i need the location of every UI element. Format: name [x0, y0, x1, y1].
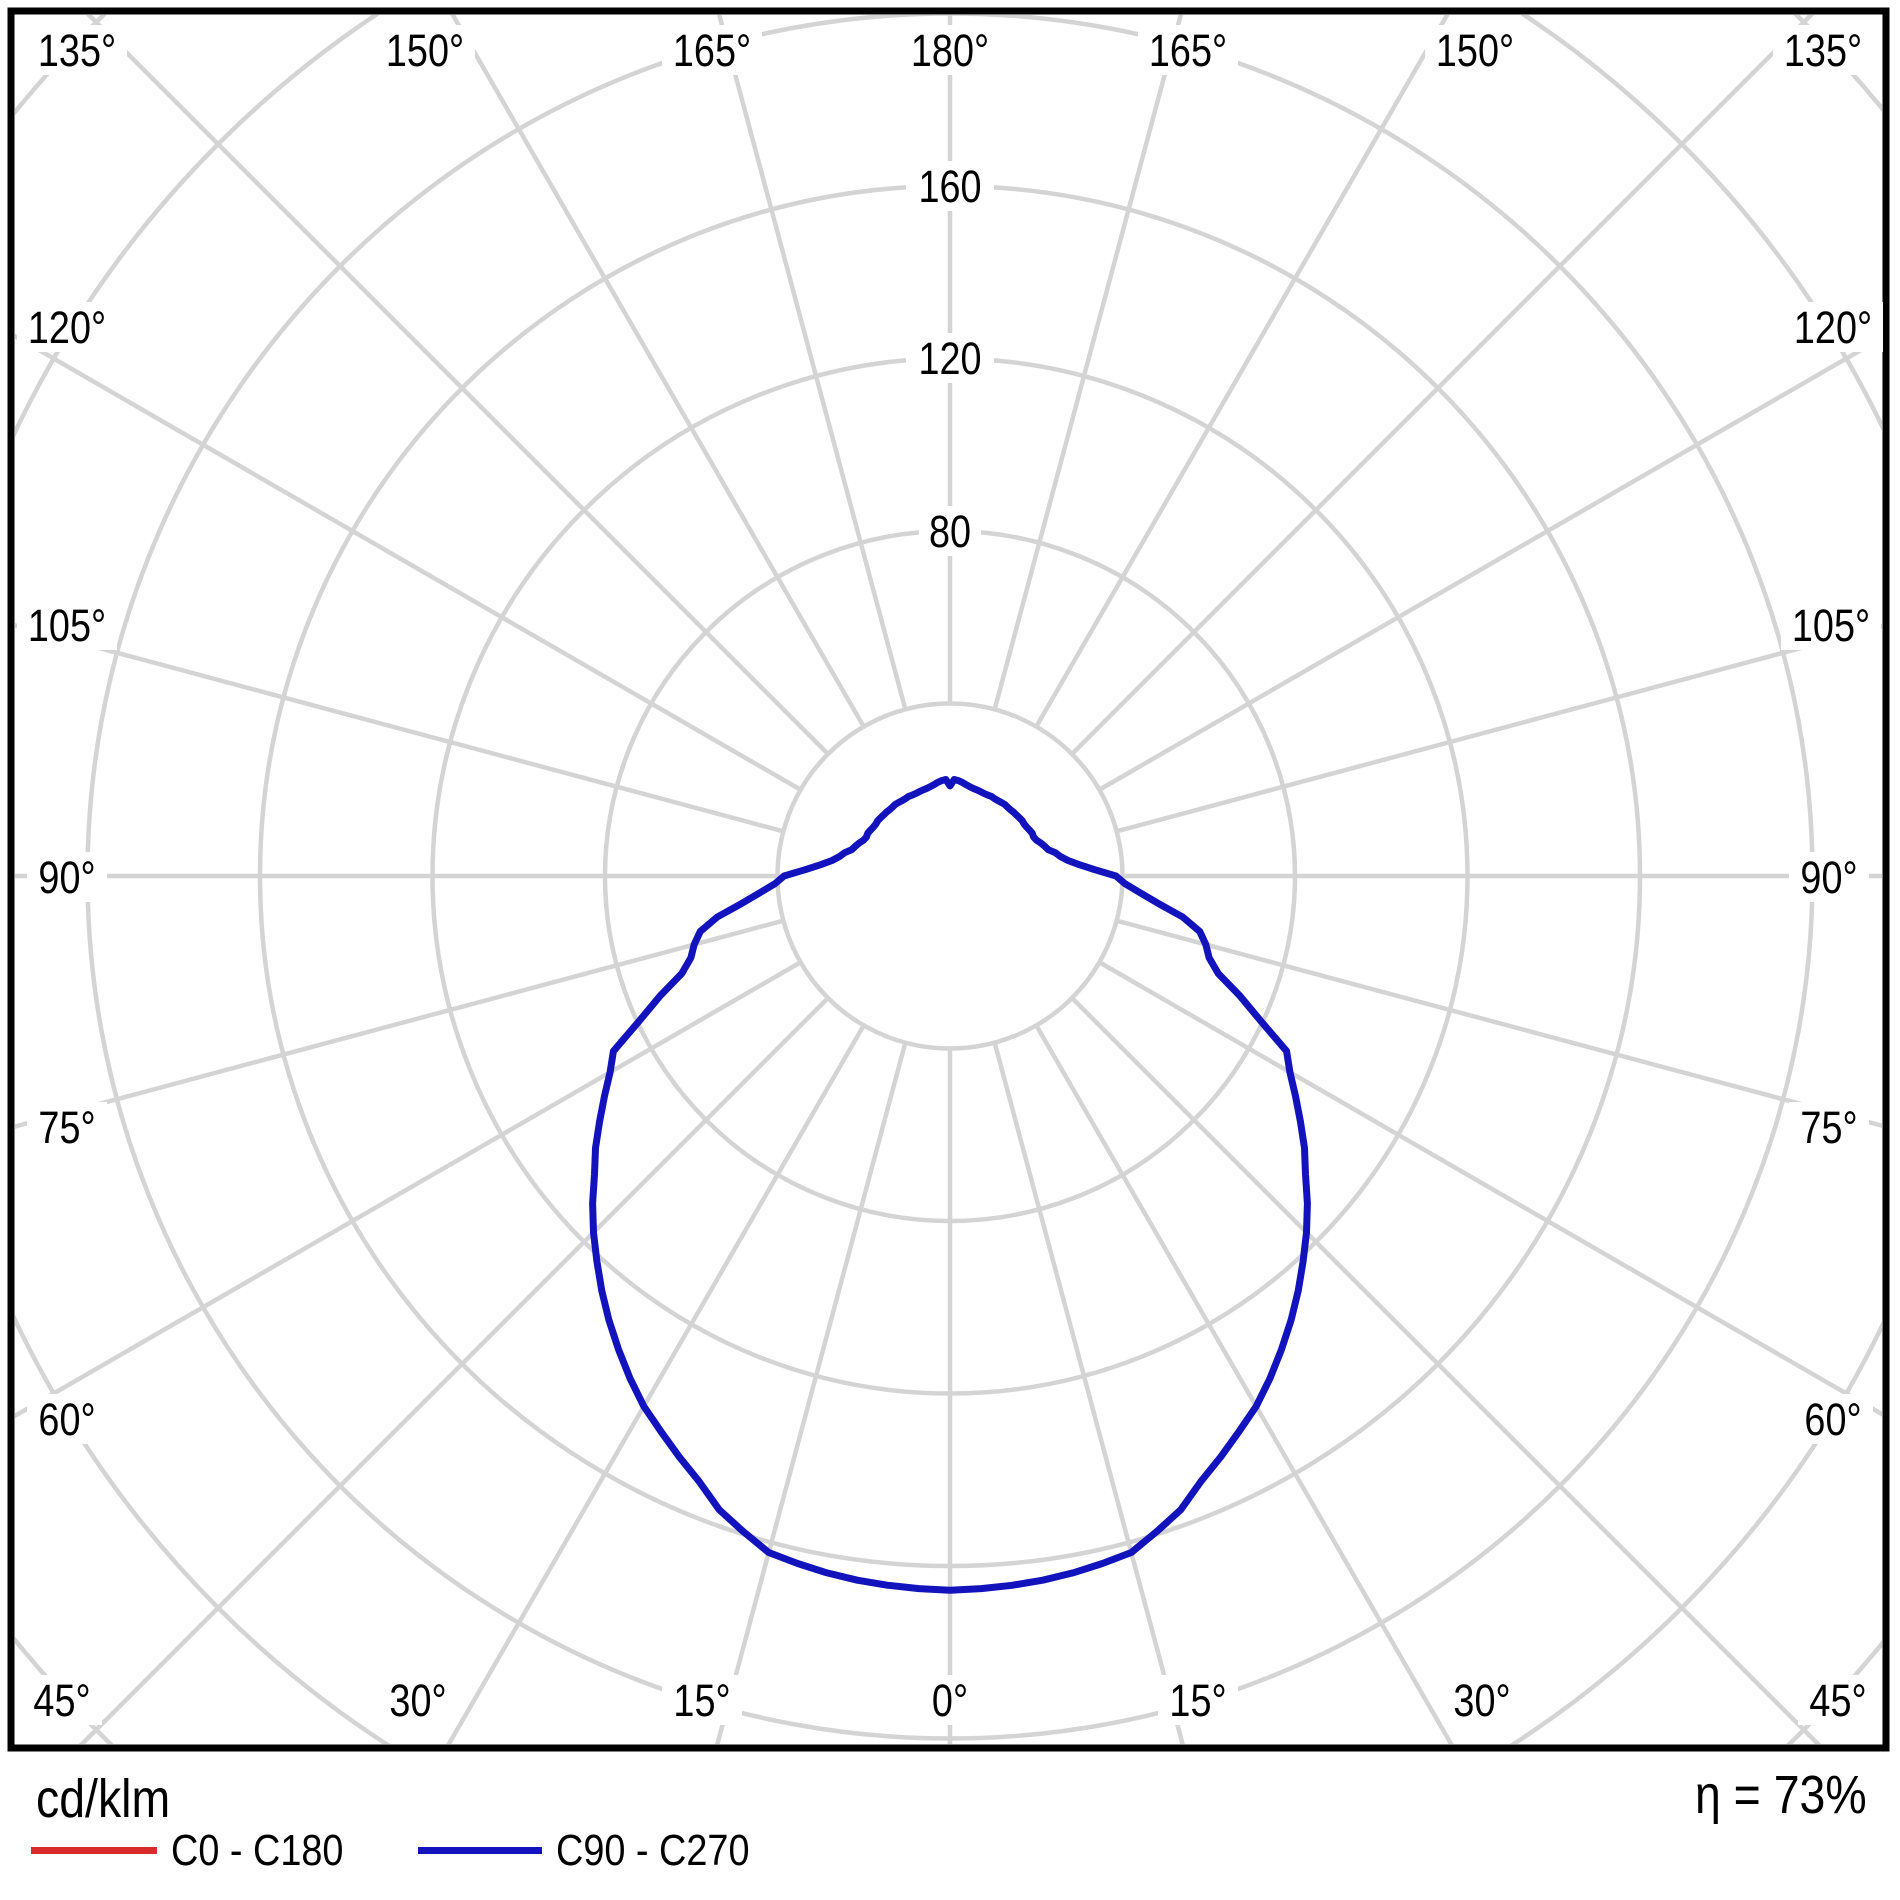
ring-label: 160 [918, 161, 981, 212]
angle-label-mask [1425, 25, 1525, 75]
legend-swatch [418, 1847, 542, 1854]
polar-spoke [1070, 996, 1822, 1744]
polar-spoke [1116, 623, 1882, 834]
legend-label-text: C0 - C180 [171, 1826, 344, 1875]
ring-label-mask [919, 506, 981, 556]
angle-label: 135° [1784, 25, 1862, 76]
efficiency-label-text: η = 73% [1695, 1765, 1867, 1825]
polar-spoke [1116, 918, 1882, 1129]
polar-spoke [15, 918, 784, 1129]
angle-label-mask [921, 1675, 979, 1725]
angle-label-mask [900, 25, 1000, 75]
polar-spoke [15, 623, 784, 834]
angle-label: 150° [1436, 25, 1514, 76]
legend-item-c0-c180: C0 - C180 [0, 1822, 410, 1878]
angle-label: 90° [1800, 852, 1857, 903]
ring-label-mask [906, 333, 994, 383]
angle-label: 0° [932, 1675, 968, 1726]
ring-label-mask [906, 161, 994, 211]
polar-spoke [1034, 1024, 1454, 1744]
angle-label-mask [1138, 25, 1238, 75]
ring-label: 80 [929, 506, 971, 557]
curve-C90-C270 [589, 776, 1311, 1594]
angle-label-mask [662, 25, 762, 75]
angle-label-mask [1773, 25, 1873, 75]
legend-swatch [31, 1847, 157, 1854]
angle-label: 30° [389, 1675, 446, 1726]
angle-label: 180° [911, 25, 989, 76]
angle-label-mask [22, 1675, 102, 1725]
polar-spoke [78, 996, 830, 1744]
angle-label-mask [17, 600, 117, 650]
angle-label: 15° [673, 1675, 730, 1726]
angle-label-mask [1793, 1394, 1873, 1444]
angle-label: 15° [1169, 1675, 1226, 1726]
polar-spoke [446, 1024, 866, 1744]
legend-label: C90 - C270 [556, 1826, 781, 1876]
angle-label: 135° [38, 25, 116, 76]
angle-label-mask [1789, 852, 1869, 902]
angle-label: 75° [38, 1102, 95, 1153]
angle-label: 165° [1149, 25, 1227, 76]
angle-label: 165° [673, 25, 751, 76]
angle-label-mask [662, 1675, 742, 1725]
angle-label-mask [1798, 1675, 1878, 1725]
angle-label-mask [27, 852, 107, 902]
unit-label: cd/klm [36, 1768, 192, 1830]
angle-label-mask [378, 1675, 458, 1725]
angle-label: 30° [1453, 1675, 1510, 1726]
angle-label: 105° [1792, 600, 1870, 651]
legend-label: C0 - C180 [171, 1826, 372, 1876]
polar-spoke [1070, 15, 1815, 756]
angle-label-mask [1783, 302, 1883, 352]
unit-label-text: cd/klm [36, 1769, 171, 1829]
angle-label-mask [27, 25, 127, 75]
polar-spoke [15, 333, 802, 792]
angle-label-mask [1442, 1675, 1522, 1725]
angle-label-mask [1789, 1102, 1869, 1152]
polar-spoke [1098, 335, 1882, 792]
angle-label-mask [1158, 1675, 1238, 1725]
polar-spoke [1034, 15, 1450, 728]
angle-label-mask [27, 1102, 107, 1152]
angle-label: 150° [386, 25, 464, 76]
legend-item-c90-c270: C90 - C270 [387, 1822, 847, 1878]
angle-label-mask [1781, 600, 1881, 650]
legend-label-text: C90 - C270 [556, 1826, 750, 1875]
angle-label: 60° [38, 1394, 95, 1445]
angle-label-mask [27, 1394, 107, 1444]
angle-label: 105° [28, 600, 106, 651]
angle-label: 90° [38, 852, 95, 903]
angle-label: 120° [1794, 302, 1872, 353]
angle-label: 75° [1800, 1102, 1857, 1153]
angle-label: 60° [1804, 1394, 1861, 1445]
angle-label-mask [375, 25, 475, 75]
angle-label-mask [17, 302, 117, 352]
polar-spoke [85, 15, 830, 756]
angle-label: 45° [1809, 1675, 1866, 1726]
efficiency-label: η = 73% [1667, 1764, 1867, 1826]
ring-label: 120 [918, 333, 981, 384]
angle-label: 120° [28, 302, 106, 353]
polar-spoke [450, 15, 866, 728]
grid-labels: 135° 150° 165° 180° 165° 150° 135° 120° 120° 105°… [17, 25, 1883, 1726]
angle-label: 45° [33, 1675, 90, 1726]
legend: C0 - C180 C90 - C270 [0, 1822, 1900, 1882]
